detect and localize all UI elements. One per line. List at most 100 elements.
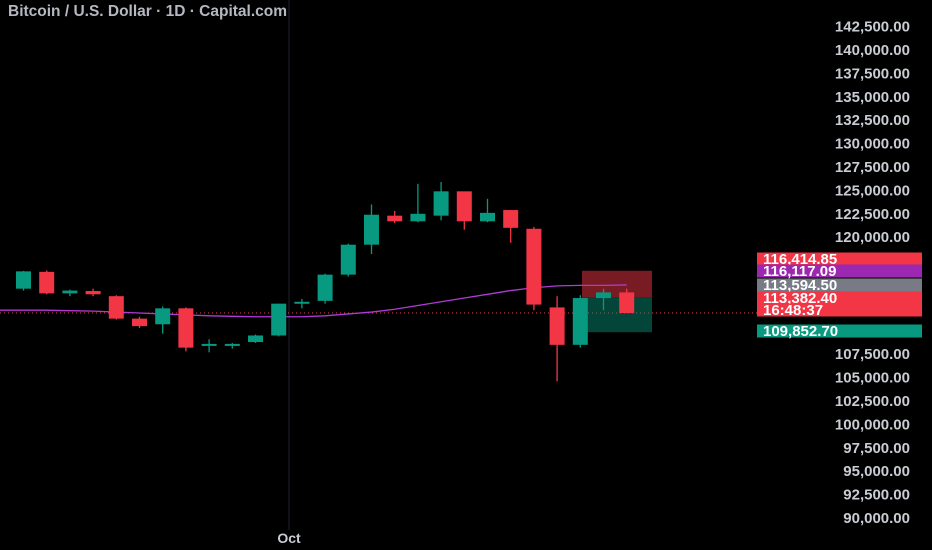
candle bbox=[201, 339, 217, 353]
price-tag: 16:48:37 bbox=[757, 302, 922, 319]
candle bbox=[39, 270, 55, 295]
stop-loss-zone[interactable] bbox=[582, 270, 652, 298]
candle bbox=[271, 303, 287, 337]
candle bbox=[340, 243, 356, 277]
candle-body bbox=[572, 298, 588, 345]
y-tick-label: 105,000.00 bbox=[835, 370, 910, 387]
y-tick-label: 132,500.00 bbox=[835, 112, 910, 129]
candle-body bbox=[155, 308, 171, 325]
candle bbox=[62, 289, 78, 297]
candle bbox=[433, 181, 449, 221]
price-tag-bg bbox=[757, 264, 922, 278]
candle bbox=[155, 306, 171, 334]
candle bbox=[503, 210, 519, 243]
price-tag-label: 113,594.50 bbox=[763, 277, 837, 294]
candle bbox=[317, 273, 333, 304]
candle-body bbox=[224, 343, 240, 346]
price-tag: 116,117.09 bbox=[757, 263, 922, 280]
candle bbox=[480, 198, 495, 223]
y-tick-label: 92,500.00 bbox=[843, 487, 910, 504]
price-tag-bg bbox=[757, 278, 922, 292]
ma-line bbox=[0, 284, 627, 318]
candle-body bbox=[619, 292, 635, 314]
candle-body bbox=[294, 301, 310, 304]
y-tick-label: 100,000.00 bbox=[835, 416, 910, 433]
price-tag-label: 109,852.70 bbox=[763, 323, 838, 340]
y-tick-label: 97,500.00 bbox=[843, 440, 910, 457]
candle bbox=[294, 298, 310, 309]
candle bbox=[85, 288, 101, 297]
candle-body bbox=[317, 274, 333, 301]
y-tick-label: 120,000.00 bbox=[835, 229, 910, 246]
candle-body bbox=[271, 303, 287, 336]
time-axis[interactable]: Oct bbox=[277, 530, 301, 546]
candle bbox=[248, 334, 263, 343]
candle bbox=[364, 204, 379, 255]
y-tick-label: 137,500.00 bbox=[835, 65, 910, 82]
y-tick-label: 95,000.00 bbox=[843, 463, 910, 480]
candle-body bbox=[85, 291, 101, 295]
candle bbox=[456, 191, 472, 230]
candle bbox=[410, 183, 426, 223]
price-tag: 113,382.40 bbox=[757, 290, 922, 307]
candle bbox=[596, 288, 611, 311]
take-profit-zone[interactable] bbox=[582, 297, 652, 333]
y-tick-label: 125,000.00 bbox=[835, 182, 910, 199]
price-tag-label: 116,117.09 bbox=[763, 263, 836, 280]
y-tick-label: 102,500.00 bbox=[835, 393, 910, 410]
candle-body bbox=[596, 292, 611, 299]
candle-body bbox=[62, 290, 78, 294]
y-tick-label: 130,000.00 bbox=[835, 136, 910, 153]
candle-body bbox=[16, 271, 31, 289]
price-tag: 109,852.70 bbox=[757, 323, 922, 340]
candle-body bbox=[433, 191, 449, 216]
price-tag-bg bbox=[757, 252, 922, 266]
y-tick-label: 90,000.00 bbox=[843, 510, 910, 527]
y-tick-label: 140,000.00 bbox=[835, 42, 910, 59]
candle-body bbox=[39, 271, 55, 294]
candle-body bbox=[248, 335, 263, 343]
candle-body bbox=[503, 210, 519, 228]
candle-body bbox=[364, 214, 379, 245]
candle-body bbox=[549, 307, 565, 345]
price-tags: 116,414.85116,117.09113,594.50113,382.40… bbox=[757, 251, 922, 340]
candles bbox=[16, 181, 635, 382]
candle-body bbox=[387, 215, 403, 222]
x-tick-label: Oct bbox=[277, 530, 301, 546]
candle-body bbox=[178, 308, 194, 348]
y-tick-label: 122,500.00 bbox=[835, 206, 910, 223]
candle bbox=[526, 226, 542, 311]
candle-body bbox=[132, 318, 147, 327]
candle bbox=[178, 307, 194, 352]
price-tag-bg bbox=[757, 291, 922, 305]
price-tag-label: 116,414.85 bbox=[763, 251, 837, 268]
price-tag-label: 16:48:37 bbox=[763, 302, 823, 319]
candle bbox=[387, 210, 403, 224]
candle-body bbox=[480, 212, 495, 222]
price-tag-label: 113,382.40 bbox=[763, 290, 837, 307]
candle-body bbox=[410, 213, 426, 222]
price-tag: 113,594.50 bbox=[757, 277, 922, 294]
candle-body bbox=[526, 228, 542, 305]
candle bbox=[16, 270, 31, 291]
candle-body bbox=[340, 244, 356, 275]
candle bbox=[619, 288, 635, 314]
price-tag: 116,414.85 bbox=[757, 251, 922, 268]
candle bbox=[549, 296, 565, 382]
price-tag-bg bbox=[757, 324, 922, 338]
position-box[interactable] bbox=[582, 270, 652, 333]
candle bbox=[132, 316, 147, 328]
y-tick-label: 142,500.00 bbox=[835, 19, 910, 36]
price-axis[interactable]: 142,500.00 140,000.00 137,500.00 135,000.00… bbox=[835, 19, 910, 527]
candle-body bbox=[108, 296, 124, 319]
y-tick-label: 127,500.00 bbox=[835, 159, 910, 176]
price-tag-bg bbox=[757, 303, 922, 317]
y-tick-label: 107,500.00 bbox=[835, 346, 910, 363]
y-tick-label: 135,000.00 bbox=[835, 89, 910, 106]
candle-body bbox=[201, 343, 217, 346]
candle-body bbox=[456, 191, 472, 222]
chart-grid bbox=[0, 0, 760, 530]
candle bbox=[224, 342, 240, 349]
chart-title: Bitcoin / U.S. Dollar · 1D · Capital.com bbox=[8, 3, 288, 20]
